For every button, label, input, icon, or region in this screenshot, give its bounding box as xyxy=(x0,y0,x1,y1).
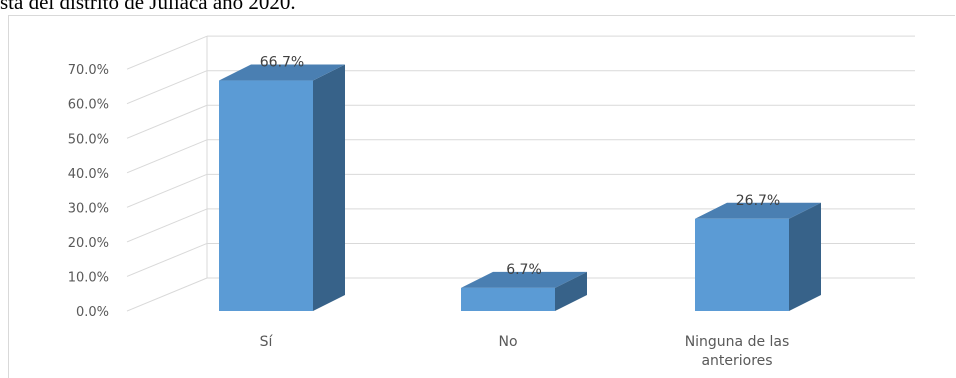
bar-top xyxy=(219,64,345,81)
y-tick-label: 40.0% xyxy=(68,167,109,182)
bar xyxy=(695,218,789,311)
y-tick-label: 70.0% xyxy=(68,63,109,78)
gridline-depth xyxy=(126,242,208,277)
bar xyxy=(219,80,313,311)
x-category-label: Ninguna de las xyxy=(685,334,790,350)
y-tick-label: 10.0% xyxy=(68,270,109,285)
gridline-depth xyxy=(126,35,208,70)
figure-caption: sta del distrito de Juliaca año 2020. xyxy=(0,0,296,14)
x-category-label: No xyxy=(498,334,517,350)
gridline-depth xyxy=(126,173,208,208)
y-tick-label: 20.0% xyxy=(68,236,109,251)
gridline-depth xyxy=(126,208,208,243)
y-tick-label: 50.0% xyxy=(68,132,109,147)
gridline-depth xyxy=(126,139,208,174)
bar-top xyxy=(461,271,587,288)
bar xyxy=(461,287,555,311)
data-label: 6.7% xyxy=(506,262,542,278)
data-label: 66.7% xyxy=(260,55,304,71)
x-category-label: Sí xyxy=(260,334,274,350)
chart-area: 0.0% 10.0% 20.0% 30.0% 40.0% 50.0% 60.0% 70.0% 6… xyxy=(8,15,955,378)
bar-side xyxy=(313,64,345,311)
bar-side xyxy=(789,202,821,311)
y-tick-label: 60.0% xyxy=(68,98,109,113)
gridline-depth xyxy=(126,70,208,105)
y-tick-label: 0.0% xyxy=(76,305,109,320)
gridline-depth xyxy=(126,277,208,312)
bar-top xyxy=(695,202,821,219)
gridline-depth xyxy=(126,104,208,139)
y-tick-label: 30.0% xyxy=(68,201,109,216)
data-label: 26.7% xyxy=(736,193,780,209)
bar-side xyxy=(555,271,587,311)
x-category-label: anteriores xyxy=(701,353,772,369)
bar-chart: 0.0% 10.0% 20.0% 30.0% 40.0% 50.0% 60.0% 70.0% 6… xyxy=(68,35,915,369)
